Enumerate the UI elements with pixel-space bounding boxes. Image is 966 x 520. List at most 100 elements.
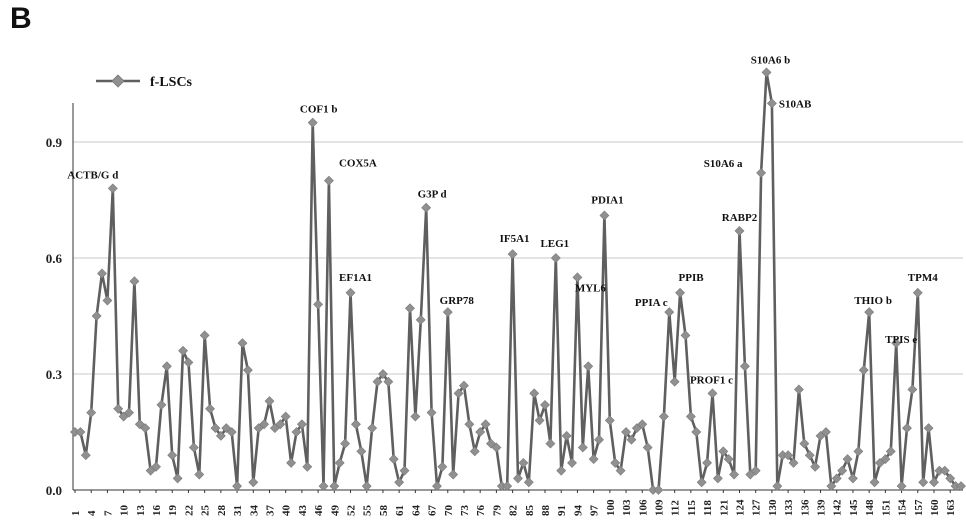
data-point	[599, 210, 610, 221]
data-point	[421, 202, 432, 213]
data-point	[658, 411, 669, 422]
annotation-label: RABP2	[722, 212, 758, 224]
data-point	[410, 411, 421, 422]
data-point	[156, 400, 167, 410]
data-point	[945, 473, 956, 484]
data-point	[831, 473, 842, 484]
data-point	[572, 272, 583, 283]
annotation-label: PPIA c	[635, 297, 668, 309]
data-point	[178, 345, 188, 356]
x-tick-label: 13	[135, 505, 147, 517]
data-point	[610, 458, 621, 468]
data-point	[723, 454, 734, 464]
data-point	[313, 299, 324, 310]
data-point	[259, 419, 270, 430]
x-tick-label: 70	[443, 505, 455, 517]
data-point	[248, 477, 259, 488]
y-tick-label: 0.6	[46, 251, 63, 266]
data-point	[691, 427, 702, 437]
data-point	[80, 450, 91, 461]
x-tick-label: 100	[605, 499, 617, 516]
annotation-label: PPIB	[679, 272, 705, 284]
x-tick-label: 85	[524, 505, 536, 517]
data-point	[853, 446, 864, 457]
x-tick-label: 142	[832, 499, 844, 516]
x-tick-label: 79	[491, 505, 503, 517]
data-point	[891, 338, 902, 348]
x-tick-label: 4	[86, 510, 98, 516]
data-point	[653, 485, 664, 495]
data-point	[367, 423, 378, 434]
x-tick-label: 163	[945, 499, 957, 516]
data-point	[804, 450, 815, 461]
data-point	[113, 403, 124, 414]
data-point	[86, 407, 97, 418]
data-point	[124, 407, 134, 418]
y-tick-label: 0.9	[46, 135, 63, 150]
annotation-label: PDIA1	[591, 194, 623, 206]
data-point	[275, 419, 286, 430]
data-point	[453, 388, 464, 399]
y-tick-label: 0.3	[46, 367, 63, 382]
data-point	[956, 481, 966, 492]
x-tick-label: 52	[346, 505, 358, 517]
data-point	[896, 481, 907, 492]
x-tick-label: 19	[167, 505, 179, 517]
data-point	[545, 438, 556, 449]
data-point	[340, 438, 351, 449]
data-point	[442, 307, 453, 318]
y-tick-labels: 0.0 0.3 0.6 0.9	[46, 135, 63, 498]
data-point	[323, 175, 334, 186]
x-tick-label: 40	[281, 505, 293, 517]
data-point	[486, 438, 496, 449]
data-point	[712, 473, 723, 484]
annotation-label: G3P d	[418, 189, 447, 201]
data-point	[696, 477, 707, 488]
x-tick-label: 73	[459, 505, 471, 517]
data-point	[680, 330, 691, 341]
annotation-label: THIO b	[854, 295, 892, 307]
data-point	[388, 454, 399, 464]
data-point	[264, 396, 275, 406]
x-tick-label: 97	[589, 505, 601, 517]
data-point	[540, 400, 550, 410]
x-tick-label: 64	[410, 505, 422, 517]
data-point	[215, 430, 226, 441]
data-point	[821, 427, 831, 437]
data-point	[772, 481, 783, 492]
data-point	[518, 458, 529, 468]
annotation-label: S10AB	[779, 98, 812, 110]
data-point	[766, 98, 777, 109]
x-tick-label: 109	[653, 499, 665, 516]
data-point	[351, 419, 361, 430]
x-tick-label: 127	[751, 499, 763, 516]
data-point	[842, 454, 853, 464]
annotation-label: IF5A1	[500, 233, 530, 245]
data-point	[664, 307, 675, 318]
data-point	[280, 411, 291, 422]
series-line	[75, 71, 961, 492]
data-point	[885, 446, 896, 457]
annotation-label: MYL6	[575, 282, 607, 294]
data-point	[437, 461, 448, 472]
data-point	[739, 361, 750, 372]
x-tick-label: 34	[248, 505, 260, 517]
data-point	[199, 330, 210, 341]
data-point	[394, 477, 405, 488]
x-tick-label: 76	[475, 505, 487, 517]
data-point	[415, 314, 426, 325]
series-f-lscs	[70, 67, 966, 495]
data-point	[912, 287, 923, 298]
data-point	[902, 423, 912, 434]
data-point	[869, 477, 880, 488]
data-point	[583, 361, 594, 372]
annotation-label: COF1 b	[300, 104, 338, 116]
x-tick-labels: 1 4 7 10 13 16 19 22 25 28 31 34 37 40 43 46 49 52 55 58 61 6…	[70, 499, 957, 516]
annotation-label: GRP78	[440, 295, 475, 307]
data-point	[734, 226, 745, 236]
data-point	[334, 458, 345, 468]
data-point	[91, 311, 102, 321]
x-tick-label: 10	[119, 505, 131, 517]
x-tick-label: 112	[670, 500, 682, 516]
data-point	[929, 477, 939, 488]
